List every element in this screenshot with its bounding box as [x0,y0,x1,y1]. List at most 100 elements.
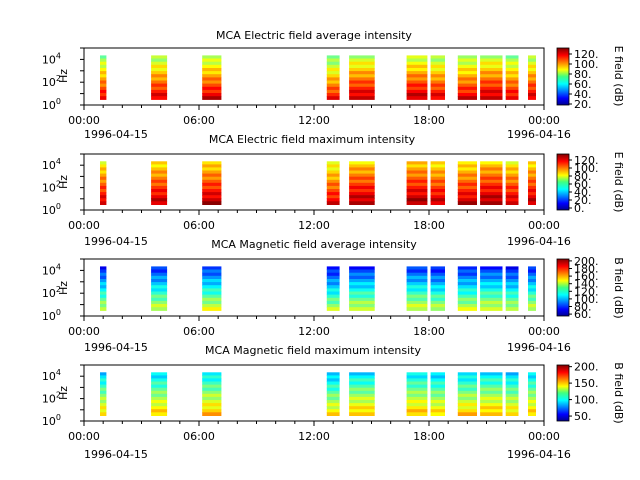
data-cell [326,291,340,296]
data-cell [457,387,477,392]
data-cell [430,64,445,69]
data-cell [480,378,503,383]
data-cell [430,192,445,196]
data-cell [528,403,536,407]
y-tick-label: 102 [42,74,61,89]
data-cell [349,393,375,398]
data-cell [457,272,477,277]
data-cell [480,185,503,190]
data-cell [326,80,340,85]
colorbar-tick-label: 60. [574,78,592,91]
y-tick-label: 102 [42,285,61,300]
data-cell [326,269,340,274]
data-cell [430,182,445,187]
data-cell [480,58,503,63]
data-cell [528,266,536,271]
data-cell [349,61,375,66]
data-cell [457,412,477,416]
colorbar-tick-label: 120. [574,285,599,298]
data-cell [202,412,222,416]
data-cell [151,275,168,280]
data-cell [349,195,375,199]
data-cell [326,406,340,410]
data-cell [528,378,536,383]
data-cell [326,195,340,199]
data-cell [326,282,340,286]
y-tick-label: 100 [42,202,61,217]
data-column [457,266,477,311]
data-cell [430,77,445,82]
data-cell [406,393,428,398]
data-cell [528,409,536,413]
data-cell [480,291,503,296]
data-cell [406,68,428,72]
data-cell [528,291,536,296]
data-cell [528,64,536,69]
data-cell [100,282,107,286]
data-cell [505,192,519,196]
data-cell [100,384,107,389]
data-cell [349,198,375,202]
data-cell [326,272,340,277]
data-cell [326,409,340,413]
data-cell [430,288,445,293]
data-cell [430,89,445,94]
data-cell [480,387,503,392]
data-cell [100,64,107,69]
x-tick-label: 18:00 [413,219,445,232]
data-cell [430,381,445,386]
data-cell [349,288,375,293]
data-cell [505,68,519,72]
data-cell [480,198,503,202]
colorbar-tick-label: 200. [574,255,599,268]
y-tick-label: 102 [42,180,61,195]
data-cell [349,409,375,413]
data-cell [505,279,519,283]
data-cell [151,372,168,376]
data-cell [406,372,428,376]
data-cell [151,381,168,386]
data-cell [528,294,536,299]
data-column [528,372,536,416]
data-cell [406,403,428,407]
data-cell [406,61,428,66]
data-cell [480,266,503,271]
data-cell [326,390,340,395]
data-cell [100,400,107,404]
data-cell [151,58,168,63]
data-cell [100,192,107,196]
data-cell [528,400,536,404]
data-column [528,55,536,100]
data-cell [406,93,428,97]
data-cell [100,80,107,85]
data-cell [326,387,340,392]
data-column [480,266,503,311]
data-cell [326,89,340,94]
plot-area: 00:00 06:00 12:00 18:00 00:00 [68,258,560,338]
data-cell [528,375,536,380]
data-cell [457,288,477,293]
y-axis-label: Hz [57,386,70,400]
data-cell [406,195,428,199]
data-cell [528,304,536,308]
data-cell [406,272,428,277]
data-cell [202,179,222,184]
data-cell [406,406,428,410]
data-cell [100,173,107,178]
x-tick-label: 00:00 [68,219,100,232]
x-start-date: 1996-04-15 [84,341,148,354]
data-cell [202,77,222,82]
data-cell [430,61,445,66]
data-cell [326,170,340,175]
data-cell [349,297,375,302]
data-cell [100,403,107,407]
data-cell [100,195,107,199]
data-cell [202,80,222,85]
data-cell [480,375,503,380]
colorbar: 50. 100. 150. 200. [556,361,599,423]
data-cell [457,390,477,395]
data-cell [202,288,222,293]
data-cell [505,64,519,69]
data-cell [100,412,107,416]
data-cell [457,83,477,88]
